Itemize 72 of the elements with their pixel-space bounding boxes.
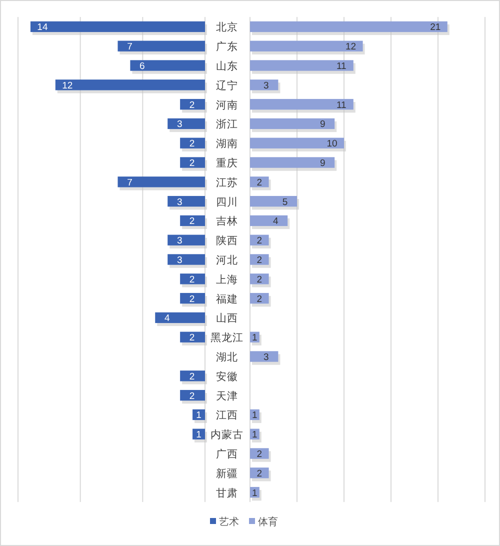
y-tick-label: 内蒙古	[210, 428, 244, 442]
data-label: 1	[252, 410, 258, 422]
data-label: 2	[189, 332, 195, 344]
data-label: 3	[176, 119, 182, 130]
data-label: 2	[189, 371, 195, 382]
data-label: 9	[320, 158, 326, 169]
y-tick-label: 天津	[216, 389, 238, 402]
data-label: 2	[256, 294, 262, 305]
data-label: 12	[346, 42, 356, 53]
y-tick-label: 广东	[216, 40, 238, 54]
y-tick-label: 山西	[216, 312, 238, 325]
y-tick-label: 辽宁	[216, 78, 238, 92]
data-label: 1	[196, 410, 202, 422]
y-tick-label: 浙江	[216, 118, 238, 131]
data-label: 11	[336, 100, 346, 111]
y-tick-label: 安徽	[216, 370, 238, 383]
data-label: 2	[189, 390, 195, 402]
data-label: 2	[256, 468, 262, 480]
y-tick-label: 上海	[216, 272, 238, 286]
data-label: 7	[127, 177, 132, 188]
y-tick-label: 福建	[216, 292, 238, 306]
data-label: 3	[264, 352, 269, 363]
y-tick-label: 江苏	[216, 176, 238, 189]
data-label: 1	[252, 488, 258, 499]
y-tick-label: 重庆	[216, 156, 238, 170]
y-tick-label: 吉林	[216, 214, 238, 228]
data-label: 3	[176, 236, 182, 247]
data-label: 12	[62, 80, 73, 92]
y-tick-label: 山东	[216, 60, 238, 72]
data-label: 4	[164, 313, 170, 324]
y-tick-label: 新疆	[216, 466, 238, 480]
data-label: 2	[189, 294, 195, 305]
data-label: 9	[320, 119, 326, 130]
y-tick-label: 四川	[216, 195, 238, 208]
data-label: 2	[189, 274, 195, 286]
data-label: 3	[176, 255, 182, 266]
data-label: 2	[256, 274, 262, 286]
data-label: 5	[282, 196, 288, 208]
data-label: 2	[256, 236, 262, 247]
data-label: 14	[37, 22, 48, 34]
data-label: 7	[127, 42, 132, 53]
data-label: 2	[189, 158, 195, 169]
y-tick-label: 河北	[216, 254, 238, 266]
y-tick-label: 湖南	[216, 137, 238, 150]
data-label: 10	[326, 138, 338, 150]
legend-label: 艺术	[219, 516, 239, 528]
data-label: 2	[189, 138, 195, 150]
data-label: 1	[196, 430, 202, 441]
data-label: 21	[430, 22, 441, 34]
data-label: 2	[189, 216, 195, 228]
y-tick-label: 广西	[216, 448, 238, 460]
y-tick-label: 甘肃	[216, 486, 238, 500]
data-label: 3	[176, 196, 182, 208]
data-label: 4	[272, 216, 278, 228]
y-tick-label: 陕西	[216, 235, 238, 248]
data-label: 6	[140, 61, 145, 72]
data-label: 2	[189, 100, 195, 111]
data-label: 1	[252, 332, 258, 344]
y-tick-label: 河南	[216, 98, 238, 112]
y-tick-label: 湖北	[216, 350, 238, 364]
y-tick-label: 北京	[216, 20, 238, 34]
legend: 体育	[249, 517, 278, 528]
legend: 艺术	[210, 517, 239, 528]
data-label: 2	[256, 177, 262, 188]
y-tick-label: 黑龙江	[210, 331, 244, 344]
data-label: 2	[256, 449, 262, 460]
data-label: 2	[256, 255, 262, 266]
data-label: 1	[252, 430, 258, 441]
data-label: 3	[264, 80, 269, 92]
legend-label: 体育	[258, 516, 278, 528]
data-label: 11	[336, 61, 346, 72]
y-tick-label: 江西	[216, 410, 238, 422]
